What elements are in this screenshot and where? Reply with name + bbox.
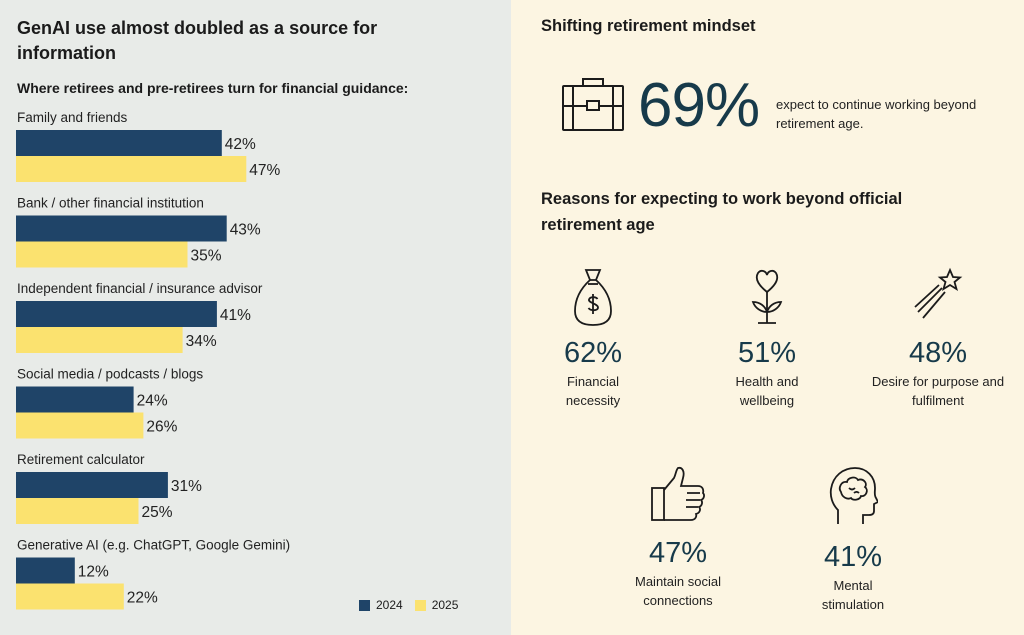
category-label: Generative AI (e.g. ChatGPT, Google Gemi… (17, 538, 290, 553)
reason-label: Financial necessity (565, 374, 621, 408)
bar-chart: Family and friends 42% 47% Bank / other fin… (16, 110, 290, 610)
reason-percentage: 51% (737, 337, 797, 369)
reason-percentage: 41% (823, 541, 883, 573)
reason-purpose-fulfilment: 48% Desire for purpose and fulfilment (868, 266, 1008, 410)
shooting-star-icon (914, 267, 963, 319)
value-label: 42% (225, 136, 256, 153)
category-label: Retirement calculator (17, 452, 145, 467)
reason-financial-necessity: 62% Financial necessity (543, 266, 643, 410)
chart-subtitle: Where retirees and pre-retirees turn for… (17, 80, 409, 96)
thumbs-up-icon (651, 466, 705, 521)
bar-2024 (16, 301, 217, 327)
value-label: 24% (137, 393, 168, 410)
bar-2025 (16, 241, 188, 268)
value-label: 25% (142, 504, 173, 521)
chart-title: GenAI use almost doubled as a source for… (17, 18, 378, 63)
legend-item-2024: 2024 (359, 598, 403, 612)
category-label: Bank / other financial institution (17, 196, 204, 211)
value-label: 31% (171, 478, 202, 495)
bar-2025 (16, 327, 183, 353)
head-brain-icon (829, 467, 878, 524)
reason-mental-stimulation: 41% Mental stimulation (803, 466, 903, 614)
reason-percentage: 48% (908, 337, 968, 369)
legend-swatch-2024 (359, 599, 370, 611)
bar-2024 (16, 557, 75, 584)
value-label: 26% (146, 419, 177, 436)
value-label: 12% (78, 564, 109, 581)
legend-item-2025: 2025 (414, 598, 459, 612)
headline-text: expect to continue working beyond retire… (776, 97, 977, 131)
category-label: Family and friends (17, 110, 128, 125)
reason-health-wellbeing: 51% Health and wellbeing (717, 266, 817, 410)
reason-label: Health and wellbeing (735, 374, 799, 408)
value-label: 35% (191, 248, 222, 265)
legend-label-2025: 2025 (431, 598, 459, 612)
legend-label-2024: 2024 (376, 598, 403, 612)
reason-label: Desire for purpose and fulfilment (871, 374, 1005, 408)
value-label: 22% (127, 590, 158, 607)
reason-percentage: 47% (648, 537, 708, 569)
bar-2025 (16, 583, 124, 610)
reason-social-connections: 47% Maintain social connections (618, 466, 738, 610)
chart-legend: 2024 2025 (359, 598, 470, 612)
value-label: 43% (230, 222, 261, 239)
reason-label: Mental stimulation (821, 578, 885, 612)
bar-2025 (16, 498, 139, 524)
legend-swatch-2025 (414, 599, 426, 611)
reasons-title: Reasons for expecting to work beyond off… (541, 190, 903, 234)
value-label: 34% (186, 333, 217, 350)
bar-2024 (16, 472, 168, 498)
value-label: 41% (220, 307, 251, 324)
left-panel: GenAI use almost doubled as a source for… (0, 0, 511, 635)
category-label: Social media / podcasts / blogs (17, 367, 203, 382)
bar-2025 (16, 156, 247, 182)
bar-2025 (16, 412, 144, 439)
reason-label: Maintain social connections (635, 574, 721, 608)
value-label: 47% (249, 162, 280, 179)
flower-heart-icon (751, 269, 783, 324)
headline-percentage: 69% (638, 71, 760, 140)
bar-2024 (16, 386, 134, 413)
category-label: Independent financial / insurance adviso… (17, 281, 263, 296)
bar-2024 (16, 130, 222, 156)
money-bag-icon (574, 269, 612, 326)
mindset-title: Shifting retirement mindset (541, 17, 756, 35)
bar-2024 (16, 215, 227, 242)
reason-percentage: 62% (563, 337, 623, 369)
briefcase-icon (562, 78, 624, 131)
